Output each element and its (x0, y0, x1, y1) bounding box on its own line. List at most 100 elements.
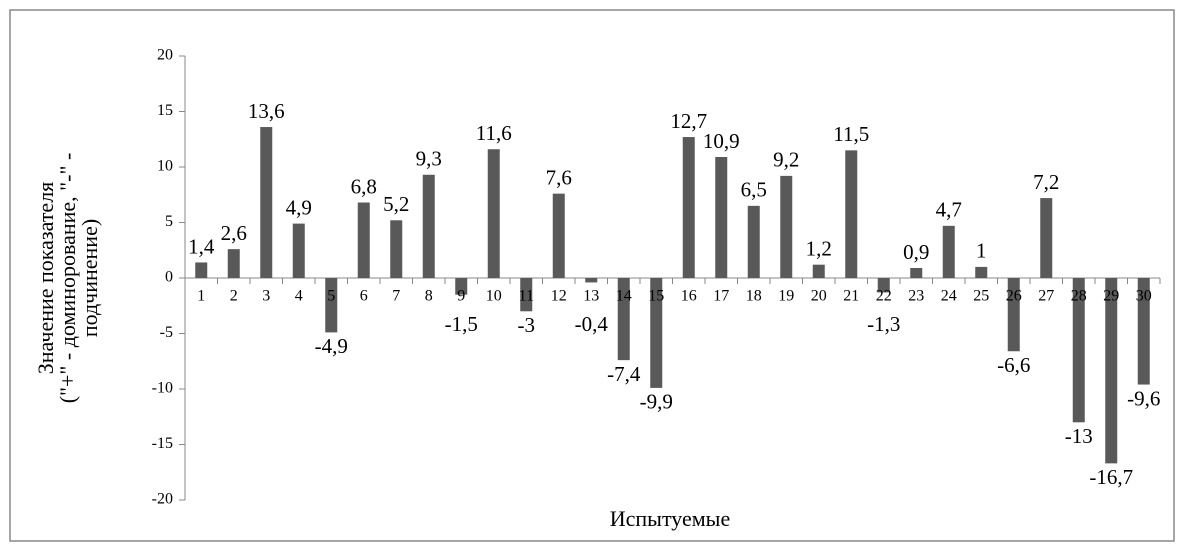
x-tick-label: 9 (457, 288, 465, 305)
value-label: -7,4 (607, 362, 641, 386)
value-label: 2,6 (221, 221, 247, 245)
x-tick-label: 21 (843, 288, 859, 305)
value-label: 9,3 (416, 147, 442, 171)
value-label: -6,6 (997, 353, 1030, 377)
y-tick-label: 0 (165, 269, 173, 286)
bar (357, 202, 370, 278)
value-label: 12,7 (670, 109, 707, 133)
x-tick-label: 26 (1006, 288, 1022, 305)
y-tick-label: -10 (152, 380, 173, 397)
bar (195, 262, 208, 278)
x-tick-label: 18 (746, 288, 762, 305)
value-label: -1,3 (867, 312, 900, 336)
value-label: -0,4 (575, 312, 609, 336)
x-tick-label: 6 (360, 288, 368, 305)
x-axis-label: Испытуемые (610, 506, 730, 531)
x-tick-label: 27 (1038, 288, 1054, 305)
x-tick-label: 13 (583, 288, 599, 305)
value-label: 1 (976, 239, 987, 263)
bar (910, 268, 923, 278)
bar (1007, 278, 1020, 352)
x-tick-label: 3 (262, 288, 270, 305)
x-tick-label: 12 (551, 288, 567, 305)
bar (292, 223, 305, 278)
value-label: 10,9 (703, 129, 740, 153)
x-tick-label: 22 (876, 288, 892, 305)
bar (1072, 278, 1085, 423)
value-label: 6,8 (351, 174, 377, 198)
value-label: 11,5 (833, 122, 869, 146)
x-tick-label: 8 (425, 288, 433, 305)
value-label: 1,4 (188, 234, 215, 258)
bar (585, 278, 598, 283)
value-label: -9,6 (1127, 386, 1160, 410)
x-tick-label: 4 (295, 288, 303, 305)
x-tick-label: 5 (327, 288, 335, 305)
bar (487, 149, 500, 278)
bar (227, 249, 240, 278)
y-tick-label: 20 (157, 47, 173, 64)
y-axis-label-line: подчинение) (77, 219, 102, 337)
bar (877, 278, 890, 293)
value-label: 0,9 (903, 240, 929, 264)
bar (1137, 278, 1150, 385)
value-label: -16,7 (1089, 465, 1133, 489)
bar (650, 278, 663, 388)
y-axis-label: Значение показателя("+" - доминорование,… (33, 153, 102, 404)
y-tick-label: -5 (160, 324, 173, 341)
y-tick-label: -20 (152, 491, 173, 508)
x-tick-label: 20 (811, 288, 827, 305)
value-label: -1,5 (445, 312, 478, 336)
x-tick-label: 16 (681, 288, 697, 305)
bar (325, 278, 338, 333)
bar (617, 278, 630, 361)
bar (780, 175, 793, 278)
x-tick-label: 10 (486, 288, 502, 305)
bar (715, 157, 728, 278)
value-label: 7,2 (1033, 170, 1059, 194)
x-tick-label: 11 (519, 288, 534, 305)
x-tick-label: 24 (941, 288, 957, 305)
x-tick-label: 15 (648, 288, 664, 305)
bar (942, 225, 955, 278)
bar (1040, 198, 1053, 278)
bar (390, 220, 403, 278)
value-label: -3 (518, 313, 536, 337)
y-tick-label: 10 (157, 158, 173, 175)
bar (552, 193, 565, 278)
x-tick-label: 30 (1136, 288, 1152, 305)
value-label: 6,5 (741, 178, 767, 202)
bar (260, 127, 273, 278)
x-tick-label: 25 (973, 288, 989, 305)
x-tick-label: 17 (713, 288, 729, 305)
value-label: 7,6 (546, 165, 572, 189)
x-tick-label: 1 (197, 288, 205, 305)
y-axis-label-line: ("+" - доминорование, "-" - (55, 153, 80, 404)
value-label: 4,7 (936, 198, 962, 222)
x-tick-label: 29 (1103, 288, 1119, 305)
bar (682, 137, 695, 278)
x-tick-label: 19 (778, 288, 794, 305)
x-tick-label: 28 (1071, 288, 1087, 305)
bar (975, 266, 988, 278)
x-tick-label: 14 (616, 288, 632, 305)
x-tick-label: 2 (230, 288, 238, 305)
value-label: 4,9 (286, 195, 312, 219)
value-label: 5,2 (383, 192, 409, 216)
value-label: 11,6 (476, 121, 512, 145)
bar (747, 205, 760, 278)
y-tick-label: -15 (152, 435, 173, 452)
bar (1105, 278, 1118, 464)
y-axis-label-line: Значение показателя (33, 182, 58, 375)
bar (812, 264, 825, 278)
value-label: 1,2 (806, 236, 832, 260)
value-label: 13,6 (248, 99, 285, 123)
value-label: -4,9 (315, 334, 348, 358)
bar (422, 174, 435, 278)
bar (520, 278, 533, 312)
value-label: -9,9 (640, 390, 673, 414)
x-tick-label: 23 (908, 288, 924, 305)
value-label: 9,2 (773, 148, 799, 172)
value-label: -13 (1065, 424, 1093, 448)
